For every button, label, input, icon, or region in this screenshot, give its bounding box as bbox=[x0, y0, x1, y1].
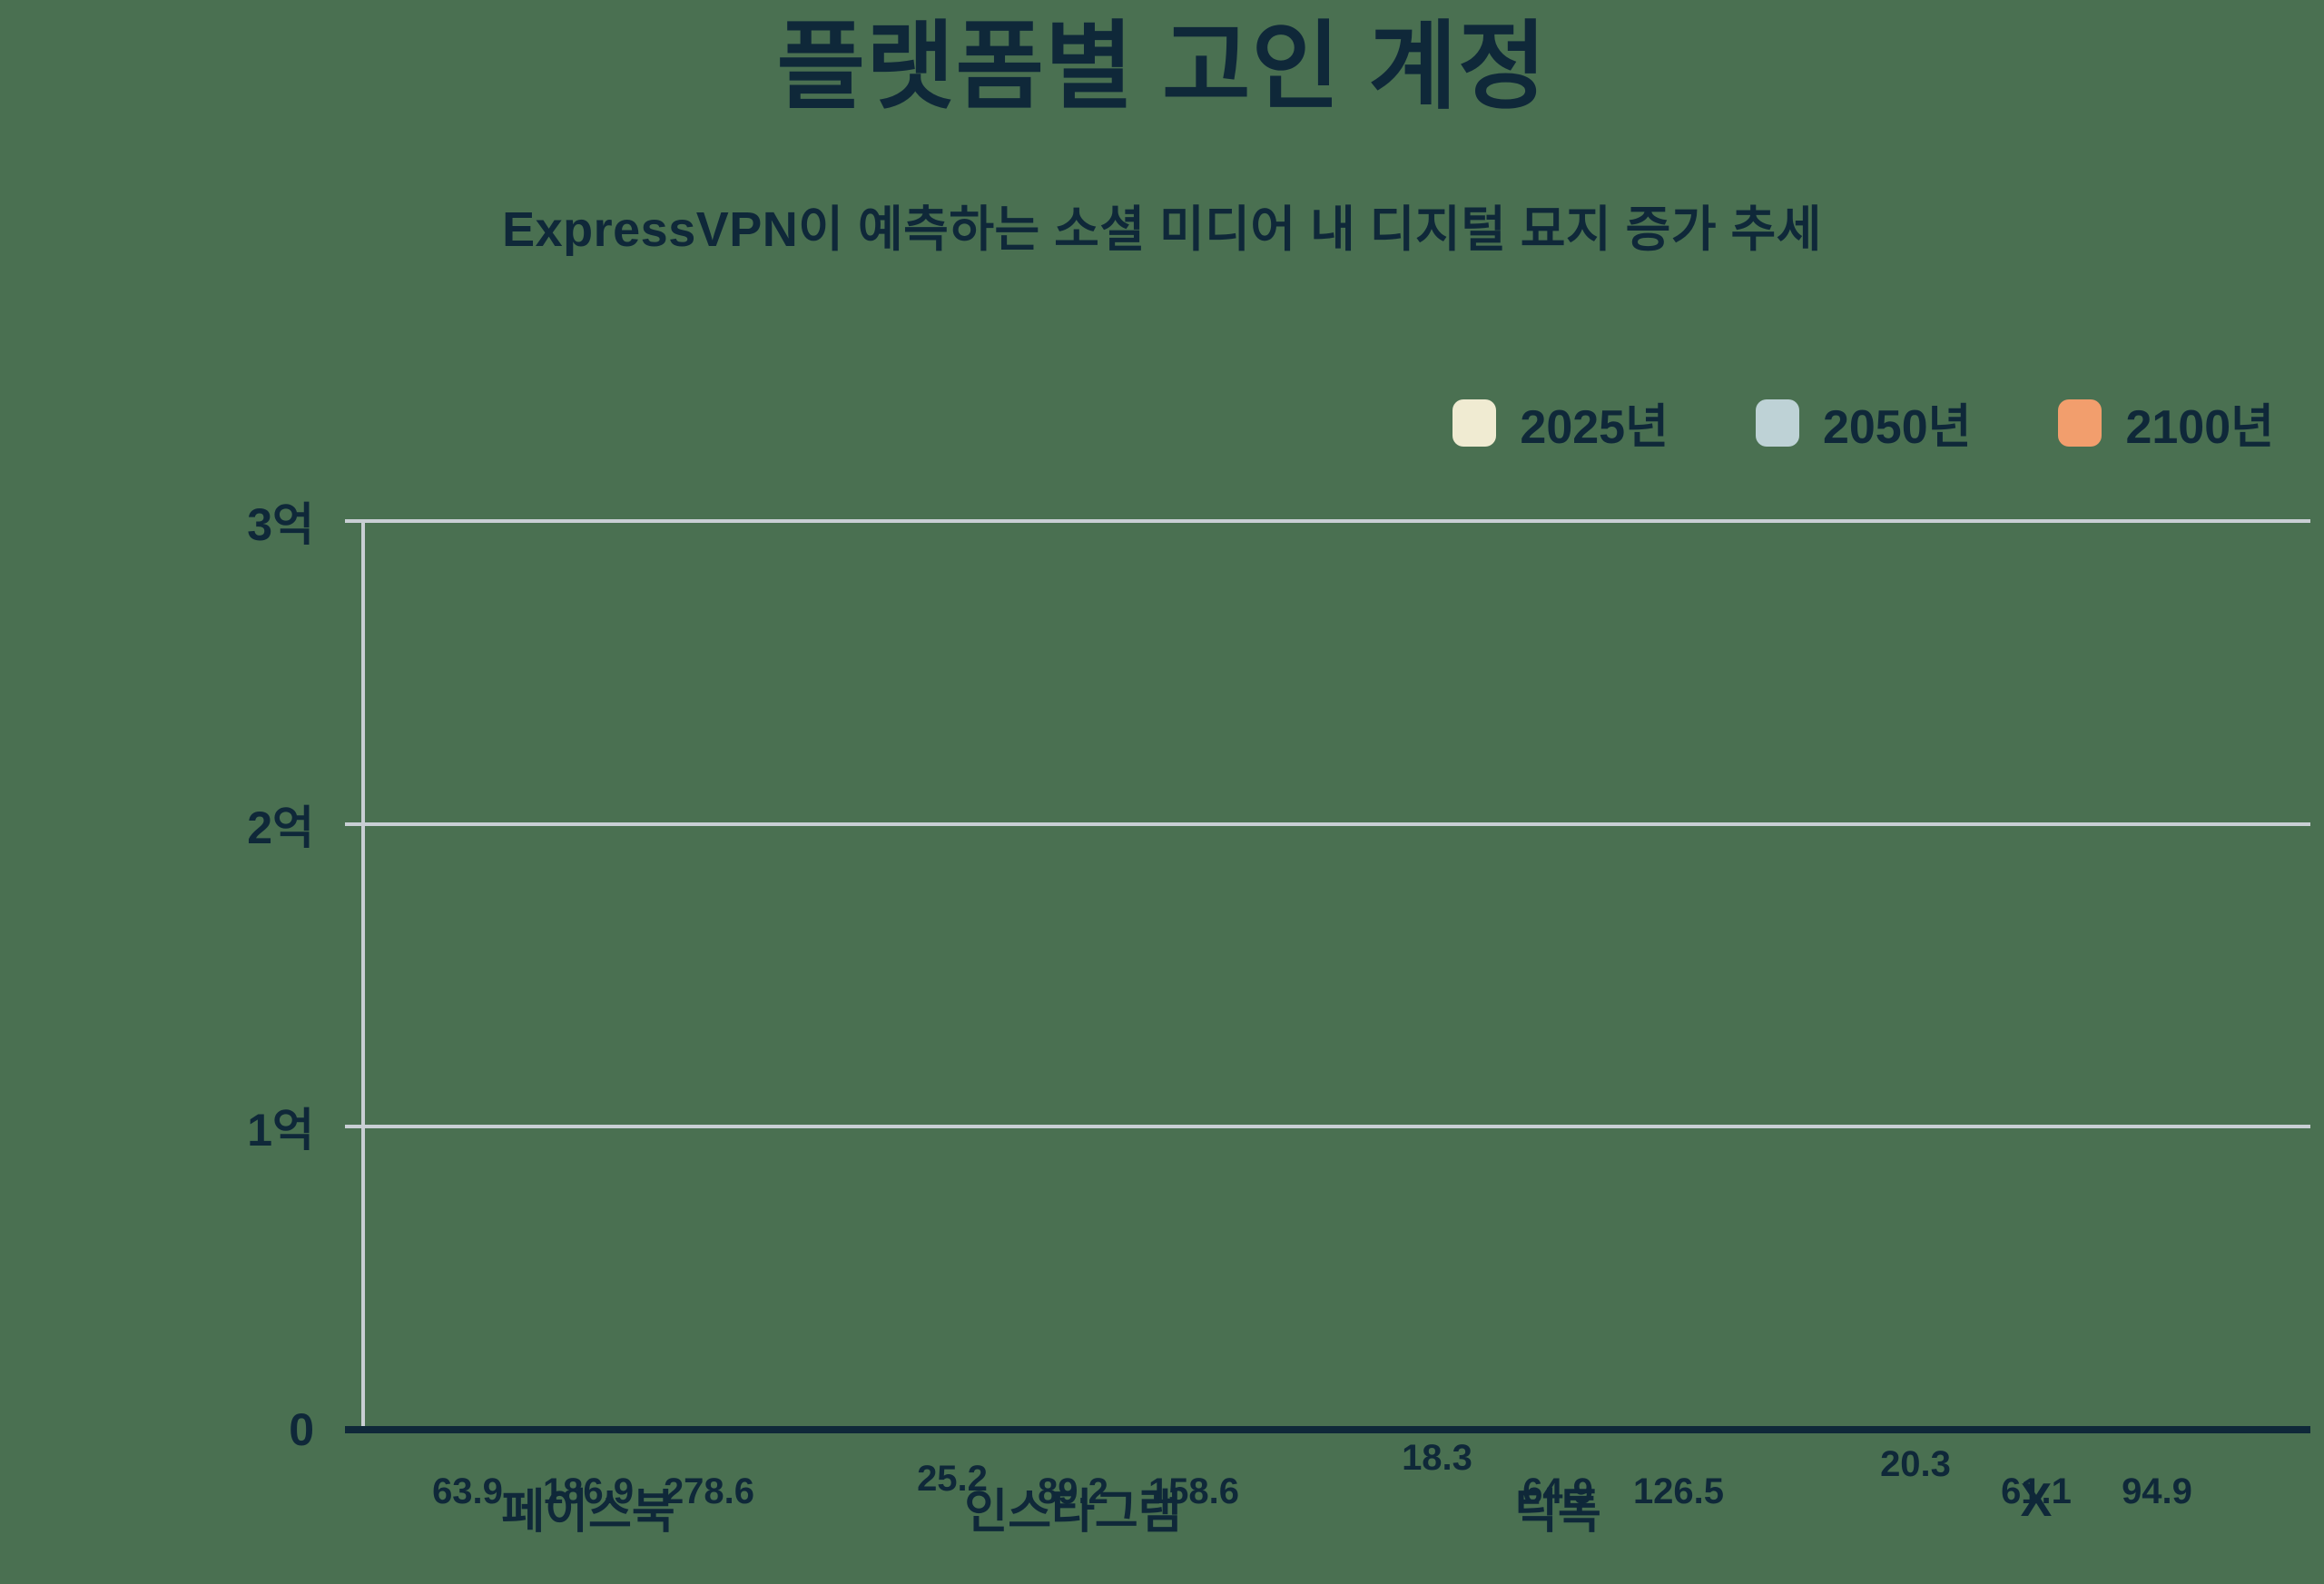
gridline-1억 bbox=[345, 1125, 2310, 1129]
legend-item-2100년: 2100년 bbox=[2058, 389, 2274, 457]
legend: 2025년 2050년 2100년 bbox=[1452, 389, 2274, 457]
legend-label: 2025년 bbox=[1520, 401, 1669, 454]
y-tick-label: 0 bbox=[289, 1404, 314, 1455]
legend-swatch-icon bbox=[1452, 398, 1497, 447]
gridline-2억 bbox=[345, 822, 2310, 826]
bar-value-label: 63.9 bbox=[432, 1471, 503, 1511]
x-category-label-틱톡: 틱톡 bbox=[1514, 1486, 1601, 1539]
bar-value-label: 64.9 bbox=[1522, 1471, 1593, 1511]
legend-swatch-icon bbox=[2058, 398, 2102, 447]
legend-item-2050년: 2050년 bbox=[1755, 389, 1972, 457]
legend-label: 2050년 bbox=[1822, 401, 1972, 454]
x-category-label-X: X bbox=[2020, 1474, 2053, 1527]
bar-value-label: 89.2 bbox=[1038, 1471, 1108, 1511]
bar-value-label: 18.3 bbox=[1402, 1438, 1472, 1479]
x-category-label-인스타그램: 인스타그램 bbox=[964, 1486, 1182, 1539]
chart-subtitle: ExpressVPN이 예측하는 소셜 미디어 내 디지털 묘지 증가 추세 bbox=[502, 202, 1822, 257]
chart-title: 플랫폼별 고인 계정 bbox=[776, 14, 1548, 121]
bar-value-label: 126.5 bbox=[1632, 1471, 1725, 1511]
legend-item-2025년: 2025년 bbox=[1452, 389, 1669, 457]
bar-value-label: 278.6 bbox=[663, 1471, 755, 1511]
plot-area: 63.9 186.9 278.6 페이스북 25.2 89.2 158.6 인스타그램 18.3… bbox=[345, 519, 2310, 1539]
bar-value-label: 94.9 bbox=[2122, 1471, 2192, 1511]
legend-label: 2100년 bbox=[2125, 401, 2274, 454]
bar-value-label: 158.6 bbox=[1147, 1471, 1240, 1511]
bar-value-label: 61.1 bbox=[2001, 1471, 2072, 1511]
bar-value-label: 20.3 bbox=[1880, 1443, 1951, 1484]
x-axis-line bbox=[345, 1426, 2310, 1433]
gridline-3억 bbox=[345, 519, 2310, 523]
y-tick-label: 1억 bbox=[247, 1105, 314, 1156]
legend-swatch-icon bbox=[1755, 398, 1799, 447]
y-tick-label: 3억 bbox=[247, 499, 314, 550]
y-tick-label: 2억 bbox=[247, 802, 314, 853]
bar-value-label: 25.2 bbox=[917, 1459, 988, 1500]
x-category-label-페이스북: 페이스북 bbox=[501, 1486, 675, 1539]
y-axis-line bbox=[361, 521, 365, 1430]
bar-value-label: 186.9 bbox=[542, 1471, 635, 1511]
